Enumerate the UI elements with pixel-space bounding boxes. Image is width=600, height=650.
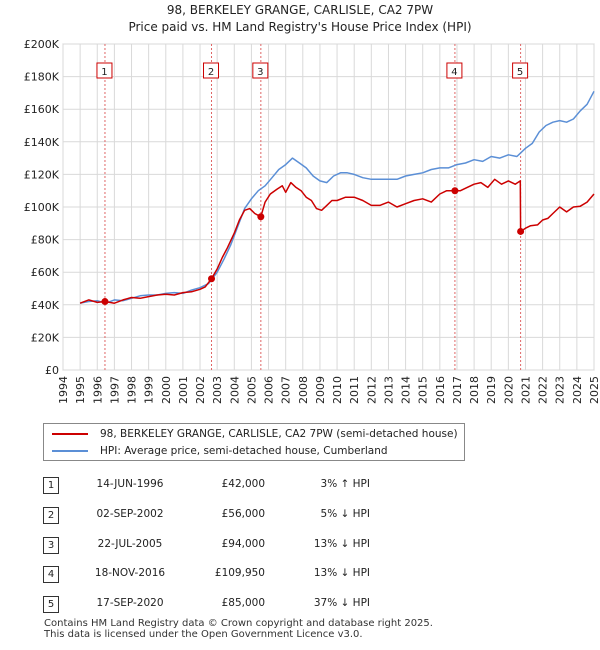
transaction-date: 18-NOV-2016 (94, 567, 166, 579)
chart-subtitle: Price paid vs. HM Land Registry's House … (128, 20, 472, 34)
x-tick-label: 2012 (365, 376, 378, 404)
transaction-date: 14-JUN-1996 (96, 478, 164, 490)
x-tick-label: 1997 (108, 376, 121, 404)
x-tick-label: 1998 (126, 376, 139, 404)
sale-marker-box (252, 62, 269, 79)
sale-point (208, 275, 216, 283)
x-tick-label: 2000 (160, 376, 173, 404)
chart-title-block: 98, BERKELEY GRANGE, CARLISLE, CA2 7PW P… (0, 2, 600, 36)
sale-point (451, 187, 459, 195)
x-tick-label: 2019 (485, 376, 498, 404)
x-tick-label: 2002 (194, 376, 207, 404)
x-tick-label: 1999 (143, 376, 156, 404)
table-row: 1 14-JUN-1996 £42,000 3% ↑ HPI (0, 477, 600, 495)
x-tick-label: 2024 (571, 376, 584, 404)
legend-swatch-hpi (52, 450, 88, 452)
y-tick-label: £120K (24, 168, 60, 181)
legend-swatch-property (52, 433, 88, 435)
x-tick-label: 2004 (228, 376, 241, 404)
transaction-date: 02-SEP-2002 (96, 508, 164, 520)
y-tick-label: £100K (24, 201, 60, 214)
x-tick-label: 2008 (297, 376, 310, 404)
chart-title: 98, BERKELEY GRANGE, CARLISLE, CA2 7PW (166, 3, 434, 17)
x-tick-label: 1996 (91, 376, 104, 404)
sale-marker-box (446, 62, 463, 79)
footer-attribution: Contains HM Land Registry data © Crown c… (44, 618, 433, 640)
sale-marker-box (203, 62, 220, 79)
sale-marker-box (96, 62, 113, 79)
sale-marker-label: 1 (101, 67, 107, 78)
y-tick-label: £40K (31, 299, 60, 312)
x-tick-label: 2006 (263, 376, 276, 404)
legend: 98, BERKELEY GRANGE, CARLISLE, CA2 7PW (… (43, 423, 465, 461)
price-chart: £0 £20K £40K £60K £80K £100K £120K £140K £160K £1… (24, 38, 600, 404)
transaction-hpi-diff: 13% ↓ HPI (313, 567, 370, 579)
y-tick-label: £0 (45, 364, 59, 377)
transaction-number-badge: 5 (43, 596, 59, 613)
y-tick-label: £80K (31, 234, 60, 247)
x-tick-label: 2007 (280, 376, 293, 404)
transaction-hpi-diff: 13% ↓ HPI (313, 538, 370, 550)
sale-marker-label: 5 (517, 67, 523, 78)
transaction-number-badge: 2 (43, 507, 59, 524)
property-price-line (79, 178, 595, 304)
table-row: 4 18-NOV-2016 £109,950 13% ↓ HPI (0, 566, 600, 584)
x-tick-label: 2018 (468, 376, 481, 404)
sale-point (517, 227, 525, 235)
legend-label-hpi: HPI: Average price, semi-detached house,… (100, 445, 388, 457)
x-tick-label: 1994 (57, 376, 70, 404)
x-tick-label: 2005 (245, 376, 258, 404)
x-tick-label: 2001 (177, 376, 190, 404)
sale-marker-label: 2 (208, 67, 214, 78)
table-row: 3 22-JUL-2005 £94,000 13% ↓ HPI (0, 537, 600, 555)
x-tick-label: 2016 (434, 376, 447, 404)
legend-label-property: 98, BERKELEY GRANGE, CARLISLE, CA2 7PW (… (100, 428, 458, 440)
y-tick-label: £60K (31, 266, 60, 279)
transaction-price: £85,000 (221, 597, 265, 609)
transaction-price: £42,000 (221, 478, 265, 490)
sale-marker-label: 4 (451, 67, 457, 78)
x-tick-label: 2023 (554, 376, 567, 404)
y-tick-label: £20K (31, 331, 60, 344)
x-tick-label: 2015 (417, 376, 430, 404)
x-tick-label: 2022 (537, 376, 550, 404)
table-row: 2 02-SEP-2002 £56,000 5% ↓ HPI (0, 507, 600, 525)
x-tick-label: 2009 (314, 376, 327, 404)
sale-marker-label: 3 (257, 67, 263, 78)
transaction-number-badge: 1 (43, 477, 59, 494)
y-tick-label: £140K (24, 136, 60, 149)
x-tick-label: 2017 (451, 376, 464, 404)
transaction-number-badge: 4 (43, 566, 59, 583)
transaction-hpi-diff: 3% ↑ HPI (320, 478, 370, 490)
y-tick-label: £200K (24, 38, 60, 51)
x-tick-label: 2025 (588, 376, 600, 404)
transaction-price: £56,000 (221, 508, 265, 520)
transaction-date: 17-SEP-2020 (96, 597, 164, 609)
sale-point (257, 213, 265, 221)
transaction-hpi-diff: 5% ↓ HPI (320, 508, 370, 520)
y-tick-label: £160K (24, 103, 60, 116)
x-tick-label: 2014 (400, 376, 413, 404)
x-tick-label: 2011 (348, 376, 361, 404)
x-tick-label: 2013 (382, 376, 395, 404)
x-tick-label: 2021 (519, 376, 532, 404)
transaction-price: £109,950 (214, 567, 265, 579)
x-tick-label: 2020 (502, 376, 515, 404)
transaction-date: 22-JUL-2005 (97, 538, 163, 550)
hpi-line (79, 90, 595, 304)
y-tick-label: £180K (24, 71, 60, 84)
x-tick-label: 2010 (331, 376, 344, 404)
footer-line-copyright: Contains HM Land Registry data © Crown c… (44, 618, 433, 629)
sale-point (101, 298, 109, 306)
footer-line-licence: This data is licensed under the Open Gov… (44, 629, 363, 640)
transaction-price: £94,000 (221, 538, 265, 550)
table-row: 5 17-SEP-2020 £85,000 37% ↓ HPI (0, 596, 600, 614)
sale-marker-box (512, 62, 529, 79)
x-tick-label: 1995 (74, 376, 87, 404)
transaction-hpi-diff: 37% ↓ HPI (313, 597, 370, 609)
x-tick-label: 2003 (211, 376, 224, 404)
transaction-number-badge: 3 (43, 537, 59, 554)
